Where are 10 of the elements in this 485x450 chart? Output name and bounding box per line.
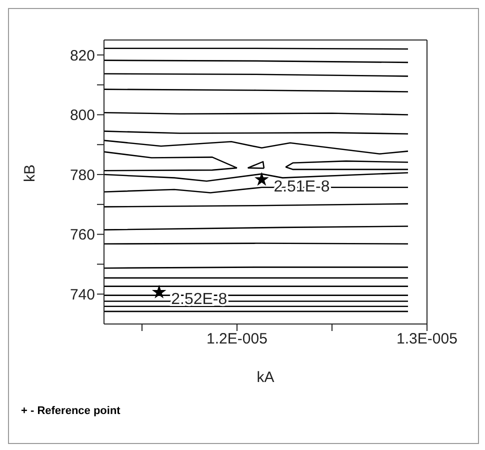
y-tick-label: 800 <box>70 107 95 124</box>
x-tick-label: 1.3E-005 <box>396 330 458 348</box>
y-tick-label: 760 <box>70 226 95 244</box>
y-axis-title: kB <box>21 164 38 182</box>
x-tick-label: 1.2E-005 <box>206 330 268 348</box>
text: + - Reference point <box>21 405 120 417</box>
x-axis-title: kA <box>256 369 274 386</box>
y-tick-label: 780 <box>70 166 95 184</box>
y-tick-label: 820 <box>70 47 95 64</box>
y-tick-label: 740 <box>70 286 95 304</box>
